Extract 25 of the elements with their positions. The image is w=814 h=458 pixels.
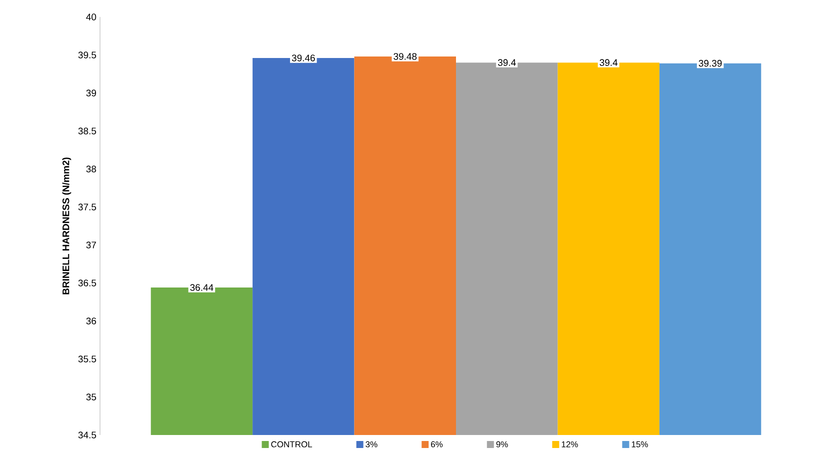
data-label: 39.46 — [292, 54, 315, 62]
data-label: 39.39 — [698, 60, 722, 67]
legend-label: 9% — [496, 441, 508, 448]
y-tick-label: 38.5 — [78, 128, 96, 134]
y-tick-label: 35.5 — [78, 356, 96, 362]
y-tick-label: 38 — [86, 166, 96, 172]
y-tick-label: 36 — [86, 318, 96, 324]
data-label: 36.44 — [190, 284, 214, 291]
y-tick-label: 39 — [86, 90, 96, 96]
y-tick-label: 40 — [86, 14, 96, 20]
data-label: 39.4 — [600, 59, 618, 66]
legend-label: 6% — [431, 441, 443, 448]
y-tick-label: 37 — [86, 242, 96, 248]
y-tick-label: 35 — [86, 394, 96, 400]
y-tick-label: 39.5 — [78, 52, 96, 58]
data-label: 39.4 — [498, 59, 516, 66]
y-tick-label: 36.5 — [78, 280, 96, 286]
legend-label: CONTROL — [271, 441, 312, 448]
y-axis-title: BRINELL HARDNESS (N/mm2) — [62, 158, 72, 294]
data-label: 39.48 — [394, 53, 417, 60]
y-tick-label: 37.5 — [78, 204, 96, 210]
legend-label: 15% — [632, 441, 648, 448]
legend-label: 12% — [562, 441, 578, 448]
legend-label: 3% — [366, 441, 378, 448]
y-tick-label: 34.5 — [78, 432, 96, 438]
